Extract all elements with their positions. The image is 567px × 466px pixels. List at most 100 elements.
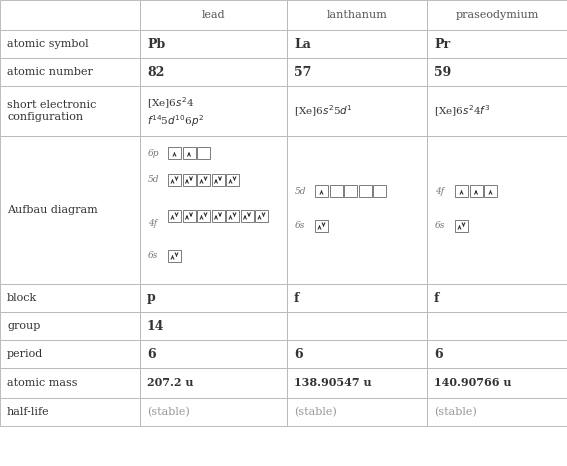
Bar: [427, 58, 567, 86]
Text: 57: 57: [294, 66, 311, 78]
Bar: [427, 398, 567, 426]
Bar: [287, 86, 427, 136]
Bar: [287, 0, 427, 30]
Bar: [0, 398, 140, 426]
Bar: [183, 210, 196, 222]
Bar: [0, 0, 140, 30]
Text: half-life: half-life: [7, 407, 50, 417]
Text: La: La: [294, 37, 311, 50]
Bar: [140, 340, 287, 368]
Text: praseodymium: praseodymium: [455, 10, 539, 20]
Bar: [287, 398, 427, 426]
Bar: [0, 312, 140, 340]
Bar: [287, 284, 427, 312]
Text: group: group: [7, 321, 40, 331]
Text: 6s: 6s: [148, 252, 158, 260]
Bar: [211, 210, 225, 222]
Bar: [287, 312, 427, 340]
Bar: [427, 340, 567, 368]
Text: Pr: Pr: [434, 37, 450, 50]
Bar: [427, 284, 567, 312]
Bar: [168, 210, 181, 222]
Bar: [0, 58, 140, 86]
Bar: [255, 210, 268, 222]
Text: atomic number: atomic number: [7, 67, 93, 77]
Text: period: period: [7, 349, 43, 359]
Bar: [427, 312, 567, 340]
Bar: [183, 174, 196, 186]
Bar: [315, 220, 328, 232]
Bar: [211, 174, 225, 186]
Bar: [168, 174, 181, 186]
Text: f: f: [434, 292, 439, 304]
Text: short electronic
configuration: short electronic configuration: [7, 100, 96, 122]
Bar: [140, 368, 287, 398]
Bar: [287, 136, 427, 284]
Text: 6s: 6s: [295, 221, 306, 231]
Bar: [140, 284, 287, 312]
Text: $f^{14}$5$d^{10}$6$p^2$: $f^{14}$5$d^{10}$6$p^2$: [147, 113, 204, 129]
Text: 82: 82: [147, 66, 164, 78]
Text: Pb: Pb: [147, 37, 165, 50]
Bar: [168, 147, 181, 159]
Text: lanthanum: lanthanum: [327, 10, 387, 20]
Text: p: p: [147, 292, 156, 304]
Bar: [226, 210, 239, 222]
Bar: [0, 284, 140, 312]
Bar: [358, 185, 371, 197]
Text: 59: 59: [434, 66, 451, 78]
Bar: [329, 185, 342, 197]
Bar: [140, 58, 287, 86]
Bar: [0, 30, 140, 58]
Bar: [140, 0, 287, 30]
Text: atomic symbol: atomic symbol: [7, 39, 88, 49]
Bar: [140, 86, 287, 136]
Bar: [197, 147, 210, 159]
Text: 6p: 6p: [148, 149, 159, 158]
Bar: [140, 30, 287, 58]
Text: atomic mass: atomic mass: [7, 378, 78, 388]
Text: [Xe]6$s^2$4: [Xe]6$s^2$4: [147, 96, 194, 110]
Text: 6: 6: [294, 348, 303, 361]
Bar: [373, 185, 386, 197]
Bar: [469, 185, 483, 197]
Bar: [0, 368, 140, 398]
Bar: [0, 86, 140, 136]
Bar: [183, 147, 196, 159]
Bar: [427, 0, 567, 30]
Bar: [140, 312, 287, 340]
Text: 138.90547 u: 138.90547 u: [294, 377, 371, 389]
Text: 14: 14: [147, 320, 164, 333]
Text: block: block: [7, 293, 37, 303]
Bar: [455, 220, 468, 232]
Text: 207.2 u: 207.2 u: [147, 377, 193, 389]
Bar: [427, 86, 567, 136]
Bar: [427, 30, 567, 58]
Bar: [287, 30, 427, 58]
Text: [Xe]6$s^2$4$f^3$: [Xe]6$s^2$4$f^3$: [434, 103, 490, 119]
Bar: [0, 136, 140, 284]
Text: 5d: 5d: [148, 176, 159, 185]
Text: (stable): (stable): [294, 407, 337, 417]
Text: lead: lead: [202, 10, 225, 20]
Text: 6: 6: [147, 348, 155, 361]
Bar: [287, 58, 427, 86]
Bar: [484, 185, 497, 197]
Bar: [226, 174, 239, 186]
Bar: [287, 368, 427, 398]
Text: (stable): (stable): [147, 407, 190, 417]
Bar: [427, 136, 567, 284]
Bar: [197, 174, 210, 186]
Bar: [140, 136, 287, 284]
Bar: [287, 340, 427, 368]
Text: f: f: [294, 292, 299, 304]
Text: 4f: 4f: [435, 186, 444, 196]
Text: (stable): (stable): [434, 407, 477, 417]
Text: [Xe]6$s^2$5$d^1$: [Xe]6$s^2$5$d^1$: [294, 103, 353, 119]
Bar: [168, 250, 181, 262]
Text: 5d: 5d: [295, 186, 307, 196]
Bar: [315, 185, 328, 197]
Bar: [140, 398, 287, 426]
Text: 6s: 6s: [435, 221, 445, 231]
Text: Aufbau diagram: Aufbau diagram: [7, 205, 98, 215]
